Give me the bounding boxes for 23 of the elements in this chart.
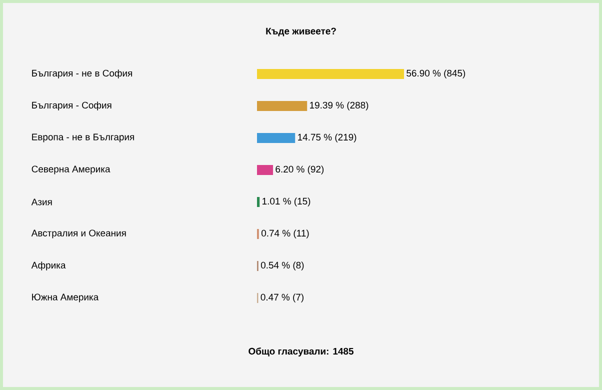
data-label: 14.75 % (219) — [298, 134, 356, 142]
y-tick-label: Азия — [31, 198, 52, 206]
bar — [257, 133, 296, 143]
y-tick-label: Северна Америка — [32, 166, 110, 174]
chart-title: Къде живеете? — [266, 28, 336, 36]
text: Общо гласували: 1485 — [248, 348, 354, 356]
data-label: 6.20 % (92) — [276, 166, 324, 174]
bar — [257, 165, 274, 175]
data-label: 0.54 % (8) — [260, 262, 304, 270]
bar — [257, 101, 308, 111]
y-tick-label: Южна Америка — [32, 294, 99, 302]
bar — [257, 68, 404, 79]
y-tick-label: България - София — [32, 102, 112, 110]
y-tick-label: Африка — [31, 262, 66, 270]
y-tick-label: Европа - не в България — [32, 134, 134, 142]
y-tick-label: Австралия и Океания — [31, 230, 126, 238]
bar — [257, 197, 260, 207]
data-label: 19.39 % (288) — [310, 102, 368, 110]
y-tick-label: България - не в София — [32, 70, 132, 78]
data-label: 1.01 % (15) — [262, 198, 310, 206]
data-label: 56.90 % (845) — [406, 70, 466, 78]
data-label: 0.74 % (11) — [261, 230, 309, 238]
data-label: 0.47 % (7) — [260, 294, 304, 302]
